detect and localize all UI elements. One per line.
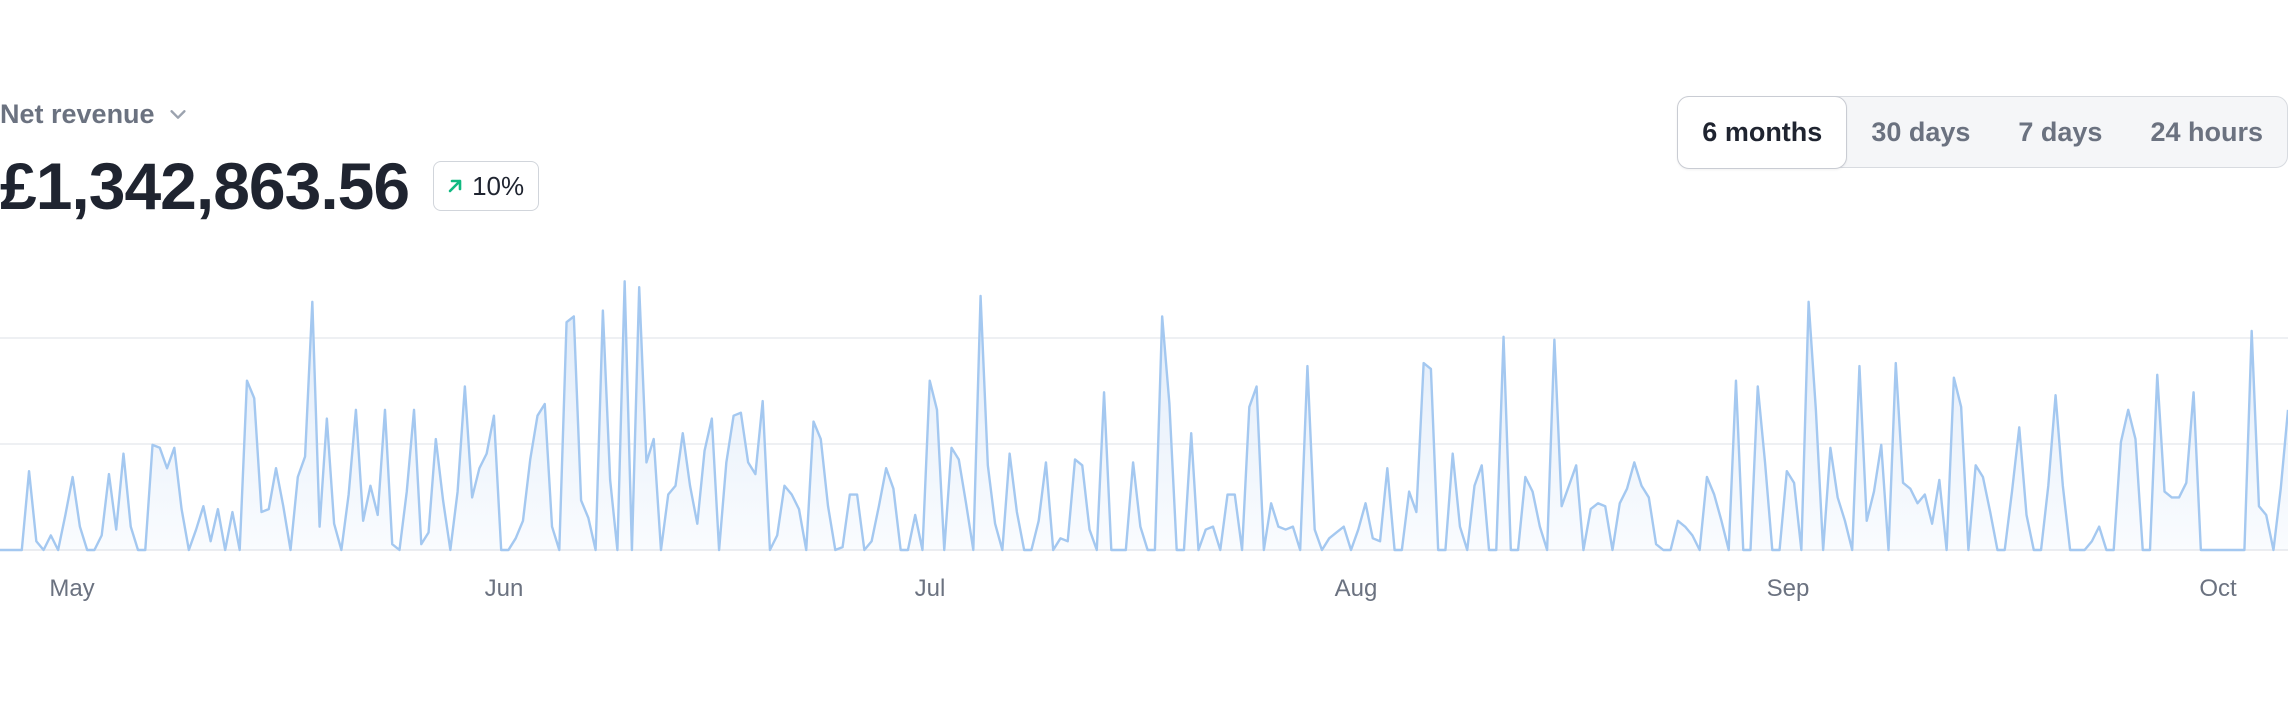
- x-tick-label: Oct: [2199, 575, 2237, 602]
- x-tick-label: May: [49, 575, 94, 602]
- delta-badge: 10%: [433, 161, 540, 211]
- range-option-6-months[interactable]: 6 months: [1677, 95, 1848, 169]
- metric-selector[interactable]: Net revenue: [0, 96, 189, 132]
- x-tick-label: Jun: [485, 575, 524, 602]
- arrow-up-right-icon: [448, 179, 462, 193]
- x-tick-label: Jul: [915, 575, 946, 602]
- range-option-30-days[interactable]: 30 days: [1871, 116, 1971, 147]
- metric-label: Net revenue: [0, 99, 155, 129]
- series-line: [0, 280, 2288, 552]
- time-range-selector: 6 months 30 days 7 days 24 hours: [1677, 95, 2288, 169]
- x-tick-label: Sep: [1767, 575, 1810, 602]
- revenue-chart-svg: May Jun Jul Aug Sep Oct: [0, 280, 2288, 602]
- value-row: £1,342,863.56 10%: [0, 146, 540, 226]
- range-option-7-days[interactable]: 7 days: [2018, 116, 2103, 147]
- series-area: [0, 281, 2288, 550]
- revenue-chart: May Jun Jul Aug Sep Oct: [0, 250, 2288, 610]
- metric-header: Net revenue £1,342,863.56 10%: [0, 96, 540, 226]
- range-option-24-hours[interactable]: 24 hours: [2150, 116, 2263, 147]
- chevron-down-icon: [169, 110, 186, 119]
- x-tick-label: Aug: [1335, 575, 1378, 602]
- delta-value: 10%: [472, 170, 525, 201]
- metric-value: £1,342,863.56: [0, 149, 410, 223]
